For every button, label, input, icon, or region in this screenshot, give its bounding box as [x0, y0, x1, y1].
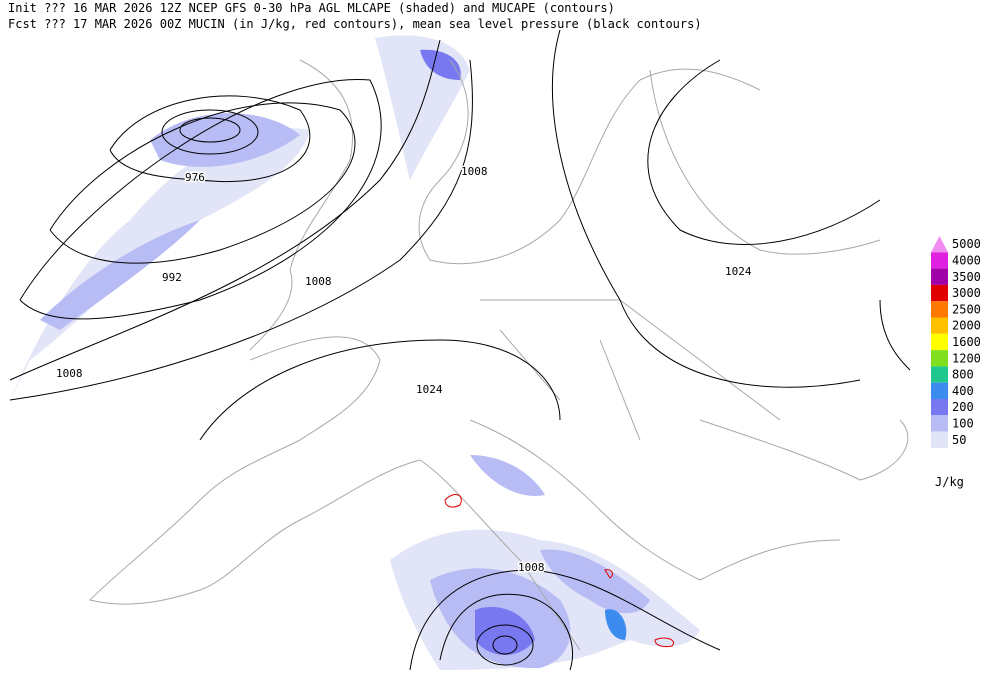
legend-label: 2000: [952, 319, 981, 333]
legend-swatch: [931, 415, 948, 432]
legend-label: 3500: [952, 270, 981, 284]
isobar-label: 992: [162, 271, 182, 284]
isobar-label: 1008: [461, 165, 488, 178]
isobar-label: 1024: [416, 383, 443, 396]
legend-swatch: [931, 284, 948, 302]
legend-swatch: [931, 333, 948, 351]
legend-swatch: [931, 350, 948, 367]
legend-label: 3000: [952, 286, 981, 300]
legend-swatch: [931, 252, 948, 269]
cape-shading: [10, 35, 700, 670]
legend-label: 2500: [952, 302, 981, 316]
legend-swatch: [931, 399, 948, 416]
legend-swatch: [931, 268, 948, 285]
legend-swatch: [931, 382, 948, 399]
legend-swatch: [931, 317, 948, 334]
isobar-label: 1008: [56, 367, 83, 380]
isobar-label: 976: [185, 171, 205, 184]
isobar-label: 1008: [305, 275, 332, 288]
legend-swatch: [931, 431, 948, 448]
legend-unit: J/kg: [935, 475, 964, 489]
isobar-label: 1024: [725, 265, 752, 278]
legend-label: 50: [952, 433, 966, 447]
coastlines: [89, 59, 909, 651]
legend-label: 100: [952, 416, 974, 430]
legend-label: 1200: [952, 351, 981, 365]
legend-label: 5000: [952, 237, 981, 251]
legend-swatch: [931, 236, 948, 253]
isobars: [9, 29, 911, 671]
header-line: Fcst ??? 17 MAR 2026 00Z MUCIN (in J/kg,…: [8, 17, 702, 31]
legend-swatch: [931, 366, 948, 383]
legend-swatch: [931, 301, 948, 318]
legend-label: 400: [952, 384, 974, 398]
legend: J/kg 5000 4000 3500 3000 2500 2000 1600 1200 800…: [931, 236, 981, 489]
legend-label: 800: [952, 368, 974, 382]
legend-label: 4000: [952, 253, 981, 267]
legend-label: 1600: [952, 335, 981, 349]
mucin-contours: [444, 494, 674, 648]
isobar-labels: 976 992 1008 1008 1008 1024 1024 1008: [55, 164, 754, 576]
isobar-label: 1008: [518, 561, 545, 574]
legend-label: 200: [952, 400, 974, 414]
header-line: Init ??? 16 MAR 2026 12Z NCEP GFS 0-30 h…: [8, 1, 615, 15]
